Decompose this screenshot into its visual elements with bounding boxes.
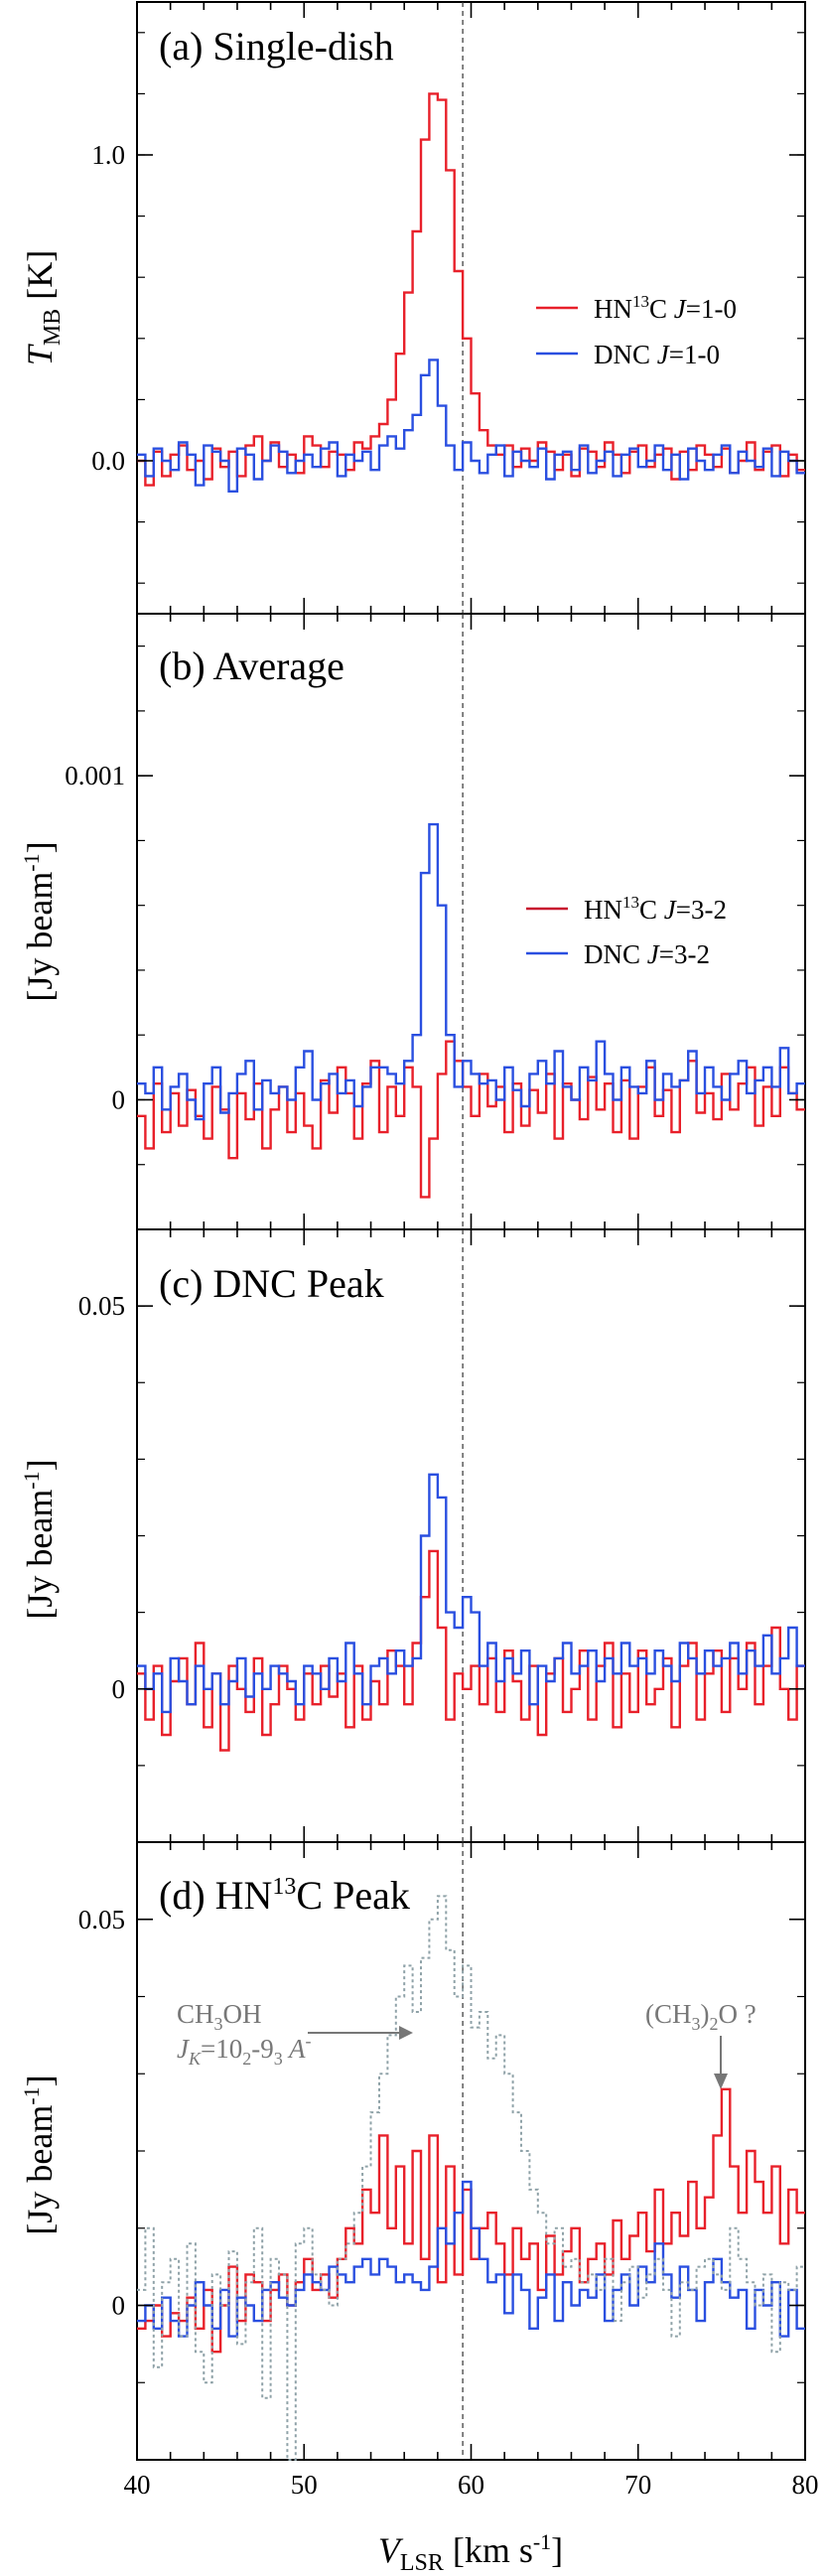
x-tick-label: 70: [624, 2470, 651, 2500]
panel-d-marks: 0 0.05 40 50 60 70 80: [78, 1842, 819, 2500]
svg-text:[Jy beam-1]: [Jy beam-1]: [19, 1459, 60, 1619]
annotation-ch3oh-line1: CH3OH: [177, 1999, 262, 2034]
x-tick-label: 50: [291, 2470, 318, 2500]
panel-a: (a) Single-dish TMB [K] HN13C J=1-0 DNC …: [20, 1, 806, 615]
panel-d-ylabel-rest: ]: [20, 2075, 60, 2086]
x-tick-label: 40: [124, 2470, 151, 2500]
panel-d-ylabel-main: [Jy beam: [20, 2105, 60, 2235]
panel-c-ylabel-rest: ]: [20, 1459, 60, 1471]
annotation-dme-text: (CH3)2O ?: [645, 1999, 756, 2034]
annotation-dme-arrow-head: [714, 2074, 728, 2089]
panel-c-marks: 00.05: [78, 1229, 806, 1843]
panel-a-ylabel-sub: MB: [40, 309, 66, 346]
panel-c: (c) DNC Peak [Jy beam-1]: [19, 1228, 806, 1843]
panel-d-title: (d) HN13C Peak: [159, 1873, 410, 1918]
x-tick-label: 80: [792, 2470, 819, 2500]
panel-c-title: (c) DNC Peak: [159, 1261, 384, 1306]
panel-b-title: (b) Average: [159, 644, 344, 688]
svg-text:VLSR [km s-1]: VLSR [km s-1]: [378, 2529, 563, 2576]
panel-a-series-hn13c: [137, 92, 805, 487]
panel-a-ylabel-main: T: [20, 343, 60, 365]
panel-b-ylabel-rest: ]: [20, 841, 60, 853]
legend-b-label-hn13c: HN13C J=3-2: [584, 893, 727, 925]
panel-d-series-ch3oh: [137, 1895, 805, 2461]
panel-d-ylabel: [Jy beam-1]: [19, 2075, 60, 2234]
annotation-ch3oh-arrow-head: [399, 2026, 413, 2040]
panel-a-ylabel: TMB [K]: [20, 250, 66, 365]
legend-b-label-dnc: DNC J=3-2: [584, 939, 710, 969]
legend-a-label-hn13c: HN13C J=1-0: [594, 292, 737, 324]
panel-b-series-hn13c: [137, 1040, 805, 1199]
panel-c-ytick-label: 0.05: [78, 1291, 125, 1321]
annotation-ch3oh: CH3OH JK=102-93 A-: [177, 1999, 413, 2069]
panel-b-ylabel-sup: -1: [19, 853, 44, 871]
panel-a-series-dnc: [137, 358, 805, 493]
x-tick-label: 60: [458, 2470, 484, 2500]
panel-c-ytick-label: 0: [112, 1674, 126, 1704]
panel-c-ylabel: [Jy beam-1]: [19, 1459, 60, 1619]
panel-a-marks: 0.0 1.0: [91, 2, 806, 614]
panel-c-ylabel-sup: -1: [19, 1471, 44, 1489]
panel-b-ytick-label: 0.001: [65, 761, 125, 790]
panel-a-legend: HN13C J=1-0 DNC J=1-0: [536, 292, 737, 369]
panel-d-ytick-label: 0.05: [78, 1905, 125, 1934]
panel-d-frame: [136, 1841, 806, 2461]
panel-c-ylabel-main: [Jy beam: [20, 1490, 60, 1620]
panel-c-frame: [136, 1228, 806, 1843]
panel-b-ylabel-main: [Jy beam: [20, 872, 60, 1002]
panel-c-series-hn13c: [137, 1549, 805, 1752]
panel-d-ytick-label: 0: [112, 2291, 126, 2321]
panel-b-ytick-label: 0: [112, 1084, 126, 1114]
panel-b: (b) Average [Jy beam-1] HN13C J=3-2 DNC …: [19, 613, 806, 1230]
panel-d-ylabel-sup: -1: [19, 2086, 44, 2104]
svg-text:[Jy beam-1]: [Jy beam-1]: [19, 2075, 60, 2234]
panel-a-ylabel-rest: [K]: [20, 250, 60, 309]
x-axis-label: VLSR [km s-1]: [378, 2529, 563, 2576]
panel-c-series-dnc: [137, 1473, 805, 1714]
panel-a-title: (a) Single-dish: [159, 24, 394, 69]
legend-a-label-dnc: DNC J=1-0: [594, 340, 720, 369]
svg-text:TMB [K]: TMB [K]: [20, 250, 66, 365]
annotation-dme: (CH3)2O ?: [645, 1999, 756, 2089]
panel-b-marks: 0 0.001: [65, 614, 806, 1230]
panel-b-legend: HN13C J=3-2 DNC J=3-2: [526, 893, 727, 969]
annotation-ch3oh-line2: JK=102-93 A-: [177, 2031, 312, 2069]
panel-a-ytick-label: 0.0: [91, 446, 125, 476]
svg-text:[Jy beam-1]: [Jy beam-1]: [19, 841, 60, 1001]
panel-a-ytick-label: 1.0: [91, 140, 125, 170]
panel-b-ylabel: [Jy beam-1]: [19, 841, 60, 1001]
panel-b-series-dnc: [137, 822, 805, 1121]
